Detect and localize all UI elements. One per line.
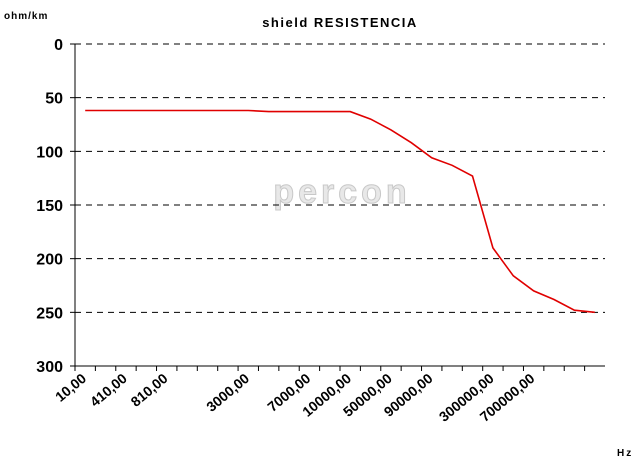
- x-axis-title: Hz: [617, 448, 633, 459]
- y-axis-title: ohm/km: [4, 11, 48, 22]
- chart-title: shield RESISTENCIA: [262, 15, 418, 30]
- y-tick-label: 100: [36, 144, 63, 161]
- y-tick-label: 300: [36, 359, 63, 376]
- y-tick-label: 50: [45, 91, 63, 108]
- data-line: [85, 109, 595, 314]
- y-tick-label: 250: [36, 305, 63, 322]
- y-tick-label: 150: [36, 198, 63, 215]
- y-tick-label: 0: [54, 37, 63, 54]
- y-tick-label: 200: [36, 252, 63, 269]
